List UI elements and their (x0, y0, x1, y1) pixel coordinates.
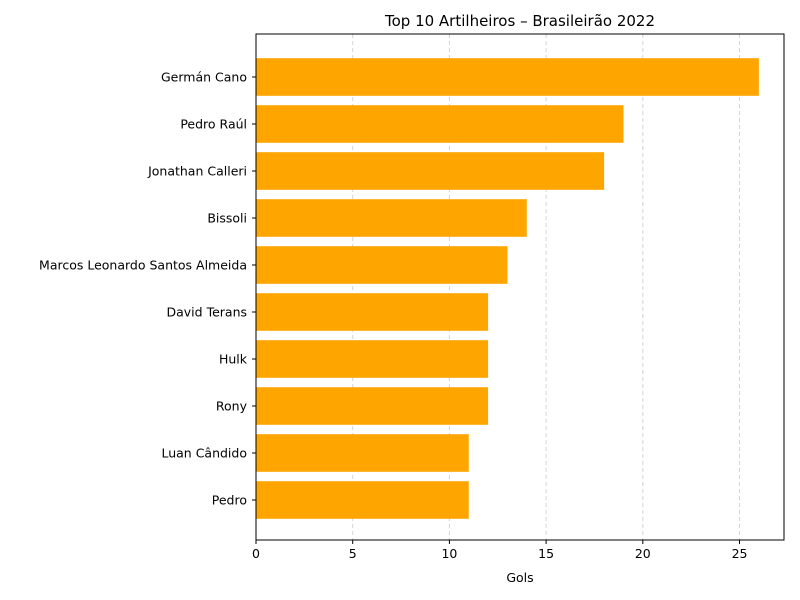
y-tick-label: Hulk (219, 352, 248, 367)
bar (256, 246, 508, 284)
x-tick-label: 25 (732, 546, 748, 561)
x-tick-label: 20 (635, 546, 651, 561)
y-tick-label: Jonathan Calleri (147, 164, 247, 179)
bars (256, 58, 759, 519)
y-tick-label: David Terans (167, 305, 248, 320)
bar (256, 152, 605, 190)
bar (256, 340, 489, 378)
bar (256, 293, 489, 331)
y-tick-label: Germán Cano (161, 70, 247, 85)
y-tick-label: Pedro Raúl (180, 117, 247, 132)
chart-title: Top 10 Artilheiros – Brasileirão 2022 (384, 12, 655, 30)
bar (256, 105, 624, 143)
x-tick-label: 15 (538, 546, 554, 561)
y-tick-label: Pedro (212, 493, 247, 508)
y-tick-label: Rony (216, 399, 248, 414)
x-axis-ticks: 0 5 10 15 20 25 (252, 540, 747, 561)
x-tick-label: 5 (349, 546, 357, 561)
plot-frame (255, 33, 785, 541)
bar (256, 387, 489, 425)
bar (256, 199, 527, 237)
x-tick-label: 10 (441, 546, 457, 561)
x-tick-label: 0 (252, 546, 260, 561)
y-tick-label: Luan Cândido (161, 446, 247, 461)
x-axis-label: Gols (506, 570, 533, 585)
bar (256, 481, 469, 519)
bar (256, 58, 759, 96)
y-tick-label: Bissoli (207, 211, 247, 226)
y-tick-label: Marcos Leonardo Santos Almeida (39, 258, 247, 273)
y-axis-ticks: Germán Cano Pedro Raúl Jonathan Calleri Bis… (39, 70, 256, 508)
bar (256, 434, 469, 472)
